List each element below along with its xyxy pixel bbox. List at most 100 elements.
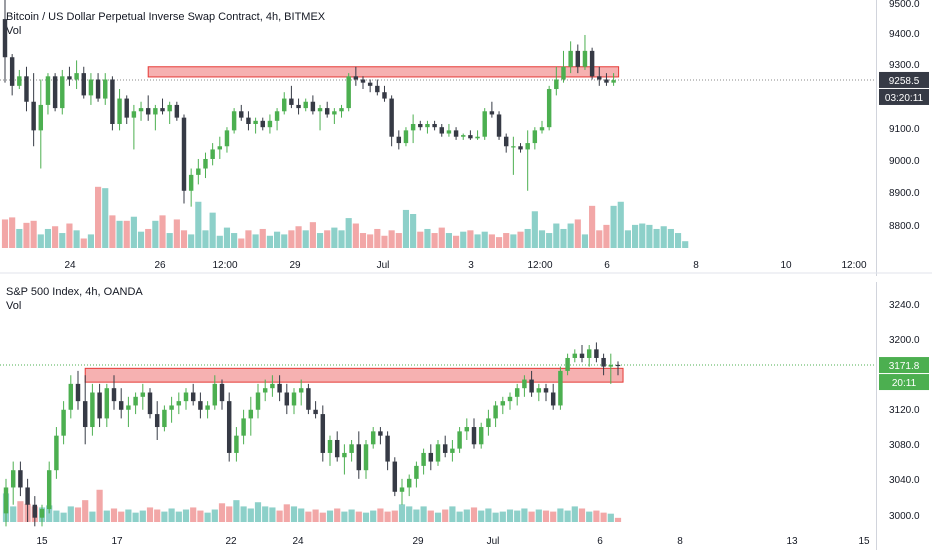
candle-body[interactable] [589, 50, 595, 77]
candle-body[interactable] [234, 435, 239, 453]
candle-body[interactable] [88, 79, 94, 96]
candle-body[interactable] [181, 117, 187, 191]
candle-body[interactable] [475, 136, 480, 139]
candle-body[interactable] [95, 79, 101, 99]
candle-body[interactable] [586, 349, 592, 358]
candle-body[interactable] [140, 392, 146, 397]
candle-body[interactable] [296, 104, 301, 109]
candle-body[interactable] [145, 108, 151, 115]
candle-body[interactable] [270, 383, 275, 389]
candle-body[interactable] [529, 379, 534, 393]
candle-body[interactable] [82, 401, 88, 428]
candle-body[interactable] [90, 392, 95, 428]
candle-body[interactable] [282, 98, 287, 112]
candle-body[interactable] [410, 124, 416, 131]
candle-body[interactable] [31, 101, 36, 131]
candle-body[interactable] [174, 104, 180, 118]
bitcoin-pane[interactable]: Bitcoin / US Dollar Perpetual Inverse Sw… [0, 0, 929, 276]
candle-body[interactable] [608, 364, 614, 367]
candle-body[interactable] [131, 111, 137, 118]
candle-body[interactable] [500, 401, 506, 406]
candle-body[interactable] [464, 427, 470, 432]
candle-body[interactable] [561, 66, 566, 80]
candle-body[interactable] [176, 401, 182, 406]
candle-body[interactable] [188, 174, 194, 191]
candle-body[interactable] [196, 168, 201, 175]
candle-body[interactable] [342, 452, 347, 458]
candle-body[interactable] [378, 431, 383, 436]
candle-body[interactable] [453, 130, 459, 137]
candle-body[interactable] [203, 158, 208, 169]
candle-body[interactable] [239, 111, 244, 118]
candle-body[interactable] [60, 76, 65, 109]
candle-body[interactable] [461, 135, 466, 137]
candle-body[interactable] [54, 435, 59, 471]
candle-body[interactable] [2, 19, 8, 58]
candle-body[interactable] [478, 427, 484, 445]
candle-body[interactable] [104, 388, 110, 419]
candle-body[interactable] [565, 357, 570, 371]
candle-body[interactable] [75, 383, 81, 402]
candle-body[interactable] [496, 114, 502, 137]
candle-body[interactable] [167, 104, 172, 112]
candle-body[interactable] [103, 79, 108, 99]
candle-body[interactable] [360, 79, 366, 83]
candle-body[interactable] [375, 85, 380, 93]
candle-body[interactable] [162, 409, 167, 428]
candle-body[interactable] [124, 98, 129, 118]
candle-body[interactable] [511, 146, 516, 148]
candle-body[interactable] [432, 124, 437, 128]
candle-body[interactable] [611, 80, 616, 83]
candle-body[interactable] [154, 414, 160, 428]
sp500-pane[interactable]: S&P 500 Index, 4h, OANDA Vol 3240.0 3200.… [0, 282, 929, 552]
candle-body[interactable] [353, 76, 359, 80]
candle-body[interactable] [255, 392, 261, 410]
candle-body[interactable] [110, 79, 115, 124]
candle-body[interactable] [450, 448, 455, 453]
candle-body[interactable] [291, 392, 297, 406]
candle-body[interactable] [17, 76, 22, 86]
candle-body[interactable] [306, 388, 311, 410]
candle-body[interactable] [543, 388, 549, 393]
candle-body[interactable] [248, 409, 254, 419]
candle-body[interactable] [339, 108, 344, 112]
candle-body[interactable] [536, 388, 542, 393]
candle-body[interactable] [332, 111, 337, 115]
candle-body[interactable] [327, 439, 333, 453]
candle-body[interactable] [539, 127, 545, 131]
candle-body[interactable] [183, 392, 189, 402]
candle-body[interactable] [24, 76, 29, 102]
candle-body[interactable] [396, 136, 402, 144]
candle-body[interactable] [385, 435, 390, 462]
candle-body[interactable] [25, 487, 30, 505]
candle-body[interactable] [45, 76, 51, 105]
candle-body[interactable] [217, 146, 223, 150]
candle-body[interactable] [363, 444, 369, 471]
candle-body[interactable] [133, 396, 138, 406]
candle-body[interactable] [219, 383, 225, 402]
candle-body[interactable] [277, 383, 282, 393]
candle-body[interactable] [601, 357, 606, 367]
candle-body[interactable] [260, 120, 265, 128]
candle-body[interactable] [226, 401, 232, 453]
candle-body[interactable] [486, 418, 491, 428]
candle-body[interactable] [349, 444, 354, 453]
candle-body[interactable] [210, 149, 215, 159]
candle-body[interactable] [582, 50, 588, 67]
candle-body[interactable] [267, 120, 273, 128]
candle-body[interactable] [298, 388, 304, 393]
candle-body[interactable] [153, 108, 158, 115]
candle-body[interactable] [525, 143, 530, 150]
candle-body[interactable] [246, 117, 251, 124]
candle-body[interactable] [356, 444, 362, 471]
candle-body[interactable] [370, 431, 376, 445]
candle-body[interactable] [367, 82, 373, 86]
candle-body[interactable] [81, 73, 86, 96]
candle-body[interactable] [558, 370, 563, 406]
candle-body[interactable] [518, 146, 523, 150]
candle-body[interactable] [514, 388, 520, 397]
candle-body[interactable] [9, 57, 15, 86]
candle-body[interactable] [231, 111, 237, 131]
candle-body[interactable] [389, 98, 394, 137]
